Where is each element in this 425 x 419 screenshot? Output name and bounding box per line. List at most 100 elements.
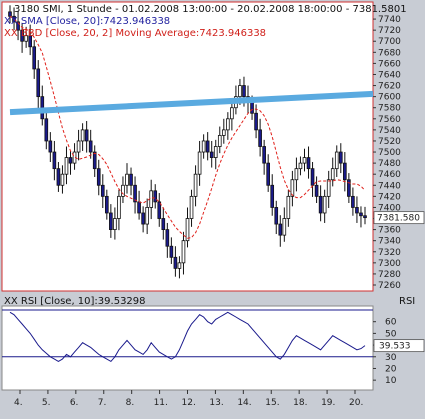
price-tick-label: 7560 [378,115,401,125]
candle-body [173,256,178,269]
price-tick-label: 7300 [378,259,401,269]
x-tick-label: 4. [14,398,23,408]
candle-body [230,107,234,120]
price-panel [1,1,374,292]
rsi-line [9,311,366,363]
candle-body [76,140,81,153]
price-tick-label: 7680 [378,48,401,58]
candle-body [113,218,117,231]
candle-body [355,207,359,214]
candle-body [217,135,222,147]
candle-body [290,179,295,197]
x-tick-label: 6. [70,398,79,408]
candle-body [20,29,24,42]
price-tick-label: 7340 [378,237,401,247]
candle-body [52,151,57,170]
candle-body [274,207,279,225]
candle-body [205,140,210,153]
price-tick-label: 7520 [378,137,401,147]
candle-body [266,162,270,186]
sma-label: XX SMA [Close, 20]:7423.946338 [4,16,171,27]
rsi-tick-label: 50 [385,329,397,339]
candle-body [302,157,307,164]
candle-body [209,151,214,158]
candle-body [137,201,141,214]
candle-body [177,262,182,269]
x-tick-label: 5. [42,398,51,408]
candle-body [270,184,275,208]
price-tick-label: 7600 [378,93,401,103]
price-tick-label: 7260 [378,281,401,291]
candle-body [278,223,283,236]
price-tick-label: 7580 [378,104,401,114]
candle-body [242,85,246,98]
rsi-tick-label: 30 [385,353,397,363]
candle-body [121,184,125,197]
candle-body [16,21,20,31]
candle-body [100,184,105,197]
candle-body [254,112,258,131]
price-tick-label: 7540 [378,126,401,136]
candle-body [318,195,323,214]
price-tick-label: 7740 [378,15,401,25]
candle-body [161,218,166,231]
x-tick-label: 14. [237,398,251,408]
candle-body [64,157,69,175]
candle-body [221,129,226,136]
candle-body [359,212,363,217]
candle-body [314,184,319,197]
price-tick-label: 7640 [378,70,401,80]
candle-body [294,168,299,181]
price-tick-label: 7360 [378,226,401,236]
rsi-current-label: 39.533 [379,342,411,352]
rsi-axis-title: RSI [399,296,416,307]
candle-body [181,240,186,264]
x-tick-label: 11. [154,398,168,408]
candle-body [189,195,194,219]
x-tick-label: 7. [98,398,107,408]
rsi-current-box [373,339,425,353]
candle-body [56,168,61,186]
candle-body [153,190,158,203]
candle-body [48,140,53,153]
candle-body [24,35,28,42]
candle-body [250,101,254,114]
candle-body [226,118,230,131]
candle-body [334,151,339,170]
sma-line [9,15,366,239]
x-tick-label: 19. [321,398,335,408]
candle-body [60,173,65,186]
price-tick-label: 7320 [378,248,401,258]
candle-body [351,195,355,208]
candle-body [129,173,133,186]
candle-body [80,129,85,142]
candle-body [68,157,73,164]
candle-body [322,195,327,214]
candle-body [157,201,162,219]
candle-body [169,245,174,258]
rsi-tick-label: 20 [385,364,397,374]
x-tick-label: 18. [293,398,307,408]
candle-body [105,195,109,214]
rsi-tick-label: 10 [385,376,397,386]
candle-body [165,229,170,247]
rsi-label: XX RSI [Close, 10]:39.53298 [4,296,146,307]
candle-body [197,151,202,175]
candle-body [330,168,335,181]
bbd-label: XX BBD [Close, 20, 2] Moving Average:742… [4,28,267,39]
candle-body [141,212,145,225]
price-tick-label: 7660 [378,59,401,69]
x-tick-label: 15. [265,398,279,408]
candle-body [258,129,262,147]
rsi-tick-label: 60 [385,318,397,328]
price-tick-label: 7460 [378,170,401,180]
candle-body [201,140,206,153]
candle-body [262,146,266,164]
candle-body [96,168,101,186]
candle-body [343,162,347,181]
last-price-label: 7381.580 [377,214,420,224]
x-tick-label: 20. [349,398,363,408]
price-tick-label: 7480 [378,159,401,169]
trendline [9,90,374,116]
